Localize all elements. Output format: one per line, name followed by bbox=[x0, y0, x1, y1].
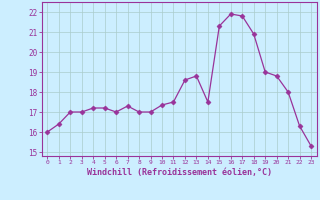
X-axis label: Windchill (Refroidissement éolien,°C): Windchill (Refroidissement éolien,°C) bbox=[87, 168, 272, 177]
